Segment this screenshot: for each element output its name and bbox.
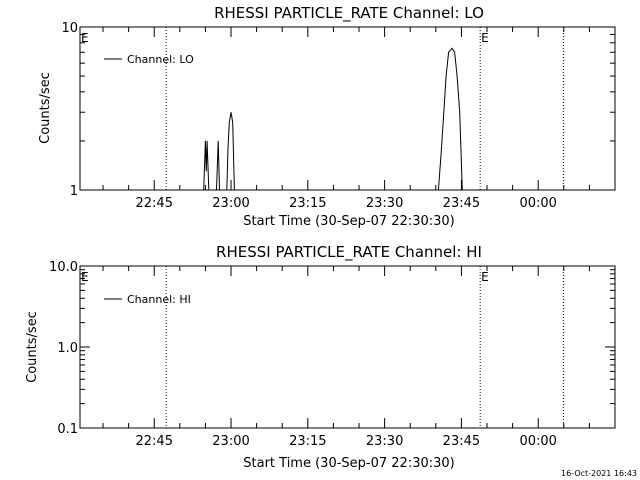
- x-tick-label: 23:30: [366, 196, 403, 211]
- y-tick-label: 10: [61, 21, 78, 36]
- x-axis-label: Start Time (30-Sep-07 22:30:30): [243, 214, 454, 229]
- y-tick-label: 1.0: [57, 341, 78, 356]
- annotation-e: E: [81, 270, 89, 284]
- x-tick-label: 22:45: [136, 434, 173, 449]
- x-tick-label: 23:45: [443, 434, 480, 449]
- timestamp: 16-Oct-2021 16:43: [561, 469, 637, 478]
- x-tick-label: 23:00: [212, 434, 249, 449]
- x-tick-label: 23:15: [289, 196, 326, 211]
- annotation-e: E: [481, 270, 489, 284]
- panel-hi: RHESSI PARTICLE_RATE Channel: HI Start T…: [25, 243, 616, 471]
- legend-label: Channel: LO: [127, 53, 194, 66]
- chart-title: RHESSI PARTICLE_RATE Channel: LO: [214, 4, 484, 23]
- series-lines: [203, 47, 463, 191]
- annotation-e: E: [81, 31, 89, 45]
- x-tick-label: 23:45: [443, 196, 480, 211]
- annotation-e: E: [481, 31, 489, 45]
- series-line: [203, 47, 463, 191]
- y-axis-label: Counts/sec: [38, 72, 53, 144]
- axis-ticks: 22:45 23:00 23:15 23:30 23:45 00:00 0.1 1.0 10.0: [49, 260, 615, 449]
- chart-title: RHESSI PARTICLE_RATE Channel: HI: [216, 243, 482, 262]
- panel-lo: RHESSI PARTICLE_RATE Channel: LO Start T…: [38, 4, 616, 229]
- y-axis-label: Counts/sec: [25, 311, 40, 383]
- y-tick-label: 10.0: [49, 260, 78, 275]
- x-tick-label: 23:30: [366, 434, 403, 449]
- x-tick-label: 23:00: [212, 196, 249, 211]
- x-tick-label: 00:00: [519, 196, 556, 211]
- y-tick-label: 1: [70, 184, 78, 199]
- axis-ticks: 22:45 23:00 23:15 23:30 23:45 00:00 1 10: [61, 21, 615, 211]
- legend: Channel: LO: [104, 53, 194, 66]
- y-tick-label: 0.1: [57, 422, 78, 437]
- legend: Channel: HI: [104, 293, 191, 306]
- x-tick-label: 00:00: [519, 434, 556, 449]
- x-tick-label: 23:15: [289, 434, 326, 449]
- x-tick-label: 22:45: [136, 196, 173, 211]
- x-axis-label: Start Time (30-Sep-07 22:30:30): [243, 456, 454, 471]
- legend-label: Channel: HI: [127, 293, 191, 306]
